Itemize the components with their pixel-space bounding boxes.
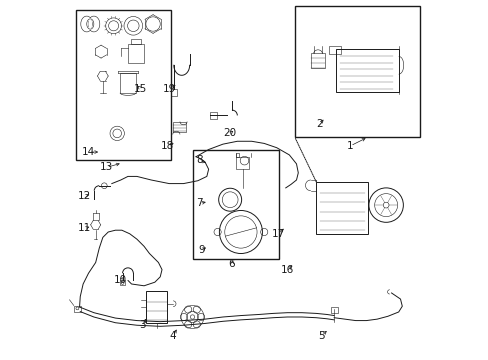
Text: 7: 7 [196,198,203,208]
Bar [335,49,398,92]
Text: 8: 8 [196,155,203,165]
Bar [131,39,141,44]
Bar [192,149,278,259]
Text: 14: 14 [81,147,95,157]
Bar [310,53,325,68]
Text: 15: 15 [134,84,147,94]
Bar [76,10,171,160]
Text: 4: 4 [169,331,176,341]
Text: 1: 1 [346,141,353,151]
Bar [120,73,136,93]
Bar [210,112,217,119]
Bar [120,280,125,285]
Text: 2: 2 [316,120,323,129]
Bar [294,6,419,137]
Text: 12: 12 [78,191,91,201]
Bar [173,122,186,132]
Text: 16: 16 [280,265,294,275]
Bar [145,291,167,323]
Text: 19: 19 [162,84,176,94]
Text: 3: 3 [139,320,145,330]
Text: 13: 13 [100,162,113,172]
Bar [74,306,81,312]
Bar [235,157,249,168]
Text: 18: 18 [161,141,174,151]
Bar [330,307,337,314]
Bar [328,45,341,54]
Text: 9: 9 [198,245,204,255]
Text: 10: 10 [114,275,127,285]
Bar [316,182,367,234]
Bar [171,89,176,96]
Text: 11: 11 [78,224,91,233]
Text: 17: 17 [271,229,285,239]
Text: 6: 6 [228,259,235,269]
Text: 5: 5 [318,331,324,341]
Text: 20: 20 [223,129,236,138]
Bar [128,44,143,63]
Bar [235,153,239,157]
